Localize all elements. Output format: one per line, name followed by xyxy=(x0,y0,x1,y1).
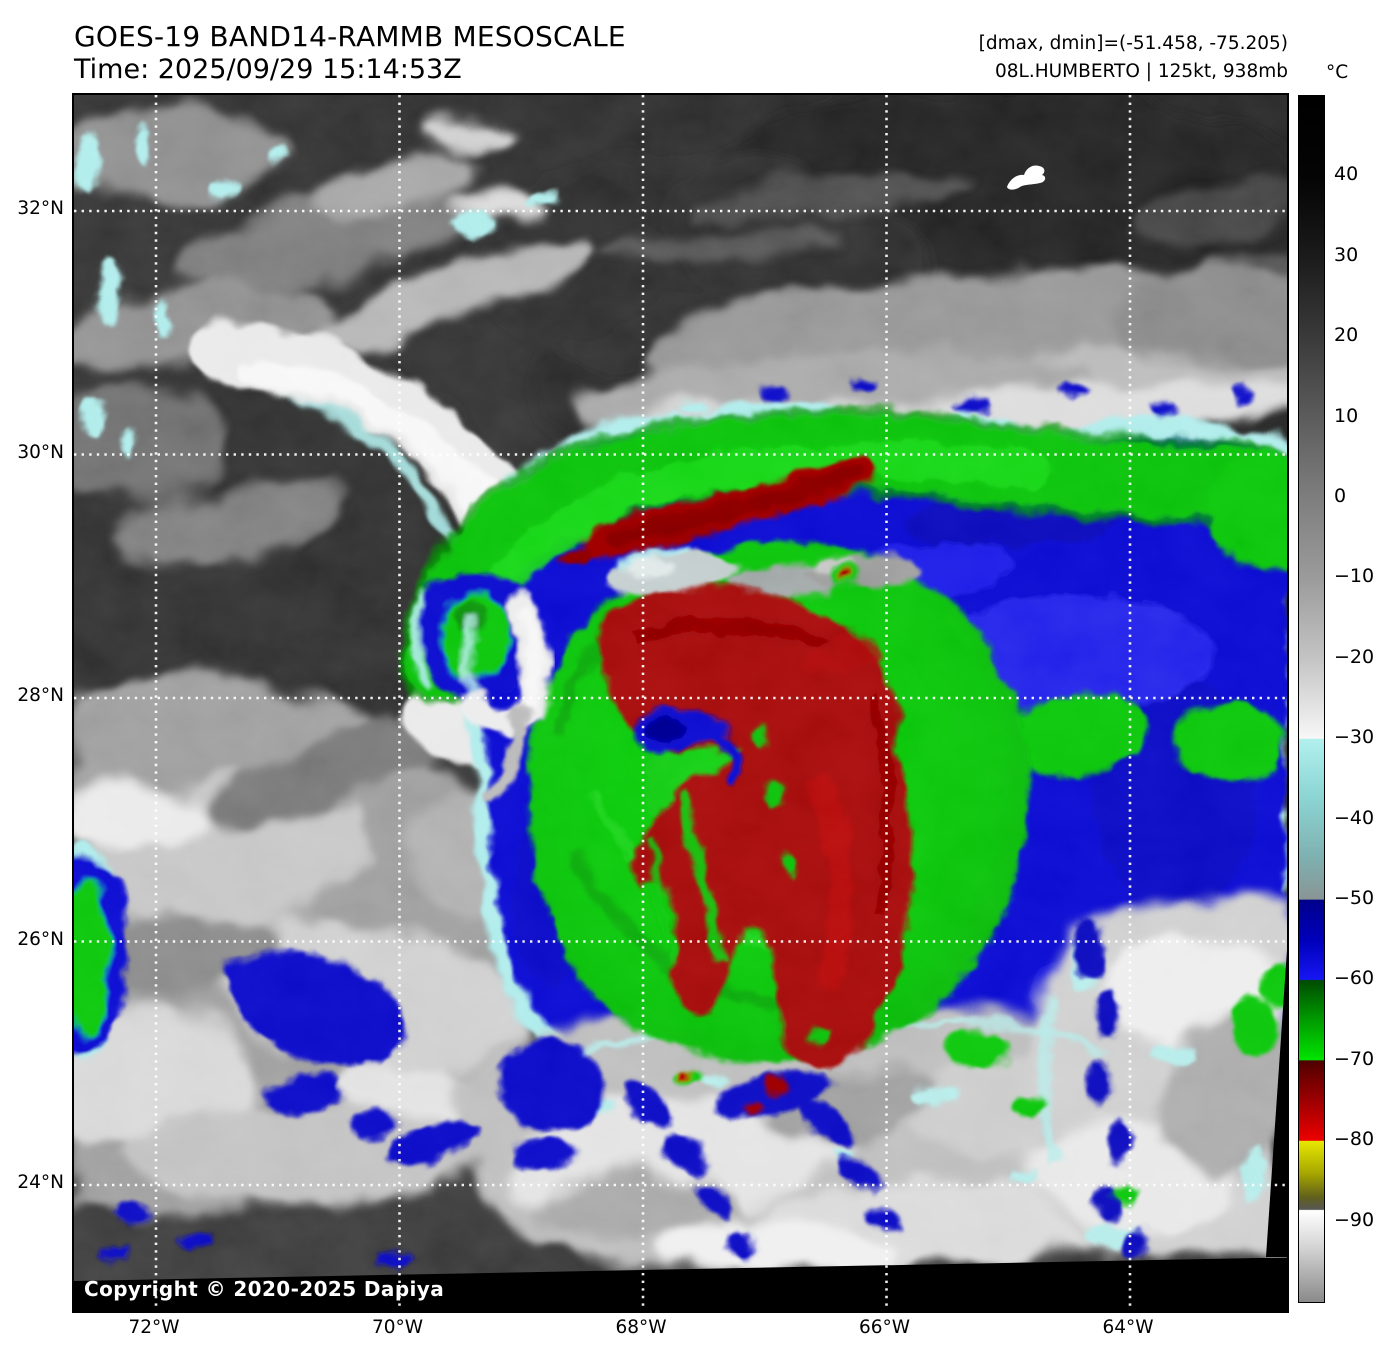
colorbar-tick-label: −80 xyxy=(1334,1128,1375,1151)
nodata-bottom-band xyxy=(74,1258,1287,1311)
longitude-tick-label: 68°W xyxy=(615,1317,667,1338)
colorbar-tick-label: 10 xyxy=(1334,404,1359,427)
colorbar-tick-label: 0 xyxy=(1334,485,1347,508)
latitude-tick-label: 30°N xyxy=(17,441,64,463)
colorbar xyxy=(1298,95,1325,1303)
satellite-image xyxy=(74,95,1287,1311)
annotation-dmax-dmin: [dmax, dmin]=(-51.458, -75.205) xyxy=(978,33,1288,54)
latitude-tick-label: 28°N xyxy=(17,685,64,707)
latitude-tick-label: 26°N xyxy=(17,928,64,950)
copyright-label: Copyright © 2020-2025 Dapiya xyxy=(84,1277,445,1301)
annotation-storm-info: 08L.HUMBERTO | 125kt, 938mb xyxy=(994,61,1288,82)
colorbar-tick-label: −50 xyxy=(1334,887,1375,910)
longitude-tick-label: 72°W xyxy=(128,1317,180,1338)
nodata-edge-wedge xyxy=(1266,950,1287,1257)
page-title: GOES-19 BAND14-RAMMB MESOSCALE xyxy=(74,20,626,53)
colorbar-tick-label: −30 xyxy=(1334,726,1375,749)
colorbar-tick-label: −70 xyxy=(1334,1047,1375,1070)
longitude-tick-label: 64°W xyxy=(1102,1317,1154,1338)
latlon-gridlines xyxy=(74,95,1287,1311)
colorbar-tick-label: 20 xyxy=(1334,324,1359,347)
colorbar-tick-label: 40 xyxy=(1334,163,1359,186)
colorbar-tick-label: −20 xyxy=(1334,645,1375,668)
colorbar-unit-label: °C xyxy=(1326,62,1349,83)
colorbar-tick-label: −90 xyxy=(1334,1208,1375,1231)
colorbar-tick-label: 30 xyxy=(1334,243,1359,266)
longitude-tick-label: 70°W xyxy=(371,1317,424,1338)
latitude-tick-label: 24°N xyxy=(17,1172,64,1194)
colorbar-tick-label: −60 xyxy=(1334,967,1375,990)
page-subtitle-time: Time: 2025/09/29 15:14:53Z xyxy=(74,54,462,85)
cloud-texture-overlay xyxy=(74,95,1287,1311)
satellite-map: Copyright © 2020-2025 Dapiya xyxy=(72,93,1289,1313)
colorbar-tick-label: −40 xyxy=(1334,806,1375,829)
longitude-tick-label: 66°W xyxy=(858,1317,911,1338)
colorbar-tick-label: −10 xyxy=(1334,565,1375,588)
latitude-tick-label: 32°N xyxy=(17,198,64,220)
